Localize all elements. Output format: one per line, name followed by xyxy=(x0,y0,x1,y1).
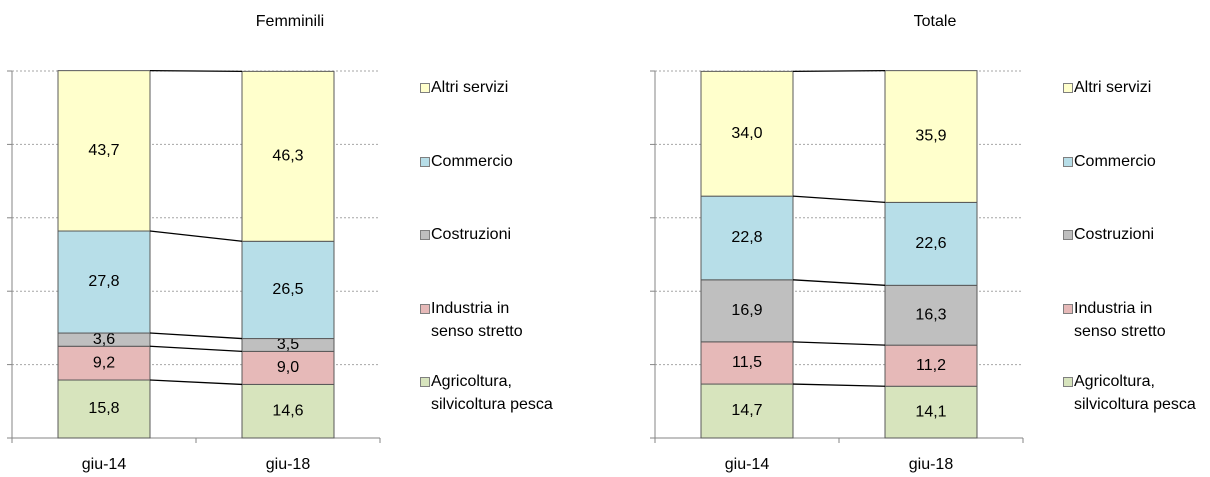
bar-segment xyxy=(241,240,335,340)
bar-segment xyxy=(241,383,335,439)
legend-entry: Commercio xyxy=(1063,150,1199,173)
data-label: 14,1 xyxy=(915,403,946,420)
data-label: 34,0 xyxy=(731,125,762,142)
data-label: 15,8 xyxy=(88,400,119,417)
legend-label: Altri servizi xyxy=(1074,79,1152,96)
data-label: 3,5 xyxy=(277,336,299,353)
bar-segment xyxy=(884,344,978,387)
series-line xyxy=(149,332,243,340)
data-label: 3,6 xyxy=(93,331,115,348)
bar-segment xyxy=(884,70,978,203)
bar-segment xyxy=(700,195,794,281)
bar-segment xyxy=(241,350,335,385)
bar-segment xyxy=(241,70,335,242)
bar-segment xyxy=(700,279,794,343)
legend-swatch xyxy=(1063,156,1073,167)
legend-swatch xyxy=(420,303,430,314)
bar-segment xyxy=(57,70,151,232)
data-label: 27,8 xyxy=(88,273,119,290)
data-label: 35,9 xyxy=(915,128,946,145)
legend-label: Industria in senso stretto xyxy=(1074,299,1166,340)
x-tick-label: giu-14 xyxy=(82,456,127,473)
data-label: 14,6 xyxy=(272,402,303,419)
legend-entry: Costruzioni xyxy=(420,223,556,246)
data-label: 46,3 xyxy=(272,148,303,165)
legend-swatch xyxy=(1063,377,1073,387)
series-line xyxy=(149,69,243,73)
legend-label: Altri servizi xyxy=(431,79,509,96)
bar-segment xyxy=(884,201,978,286)
legend-entry: Commercio xyxy=(420,150,556,173)
data-label: 14,7 xyxy=(731,402,762,419)
data-label: 43,7 xyxy=(88,142,119,159)
series-line xyxy=(149,345,243,353)
legend-swatch xyxy=(420,156,430,167)
series-line xyxy=(792,279,886,286)
legend-label: Agricoltura, silvicoltura pesca xyxy=(431,373,553,413)
bar-segment xyxy=(700,341,794,385)
bar-segment xyxy=(57,230,151,334)
series-line xyxy=(792,341,886,346)
data-label: 11,2 xyxy=(916,357,946,374)
data-label: 16,9 xyxy=(731,302,762,319)
legend-label: Costruzioni xyxy=(1074,226,1155,243)
bar-segment xyxy=(884,385,978,439)
chart-title: Femminili xyxy=(256,13,324,30)
legend-swatch xyxy=(1063,83,1073,93)
data-label: 22,6 xyxy=(915,235,946,252)
series-line xyxy=(792,69,886,73)
data-label: 16,3 xyxy=(915,306,946,323)
legend-label: Commercio xyxy=(431,152,513,170)
legend-swatch xyxy=(1063,303,1073,314)
legend-swatch xyxy=(420,230,430,240)
series-line xyxy=(149,379,243,386)
legend-label: Costruzioni xyxy=(431,226,512,243)
x-tick-label: giu-18 xyxy=(266,456,311,473)
bar-segment xyxy=(57,379,151,439)
legend-entry: Costruzioni xyxy=(1063,223,1199,246)
bar-segment xyxy=(700,70,794,197)
series-line xyxy=(792,195,886,204)
data-label: 9,0 xyxy=(277,359,299,376)
legend-swatch xyxy=(420,83,430,93)
data-label: 9,2 xyxy=(93,354,115,371)
series-line xyxy=(149,230,243,242)
chart-title: Totale xyxy=(914,13,957,30)
series-line xyxy=(792,383,886,387)
data-label: 11,5 xyxy=(732,354,762,371)
data-label: 22,8 xyxy=(731,229,762,246)
legend-label: Agricoltura, silvicoltura pesca xyxy=(1074,373,1196,413)
bar-segment xyxy=(884,284,978,346)
legend-entry: Agricoltura, silvicoltura pesca xyxy=(420,370,556,416)
legend-entry: Altri servizi xyxy=(1063,76,1199,99)
legend-entry: Altri servizi xyxy=(420,76,556,99)
legend-entry: Industria in senso stretto xyxy=(1063,297,1199,343)
x-tick-label: giu-18 xyxy=(909,456,954,473)
bar-segment xyxy=(57,345,151,381)
data-label: 26,5 xyxy=(272,281,303,298)
legend-entry: Industria in senso stretto xyxy=(420,297,556,343)
legend-label: Commercio xyxy=(1074,152,1156,170)
legend-swatch xyxy=(1063,230,1073,240)
bar-segment xyxy=(700,383,794,439)
legend-entry: Agricoltura, silvicoltura pesca xyxy=(1063,370,1199,416)
legend-label: Industria in senso stretto xyxy=(431,299,523,340)
legend-swatch xyxy=(420,377,430,387)
x-tick-label: giu-14 xyxy=(725,456,770,473)
